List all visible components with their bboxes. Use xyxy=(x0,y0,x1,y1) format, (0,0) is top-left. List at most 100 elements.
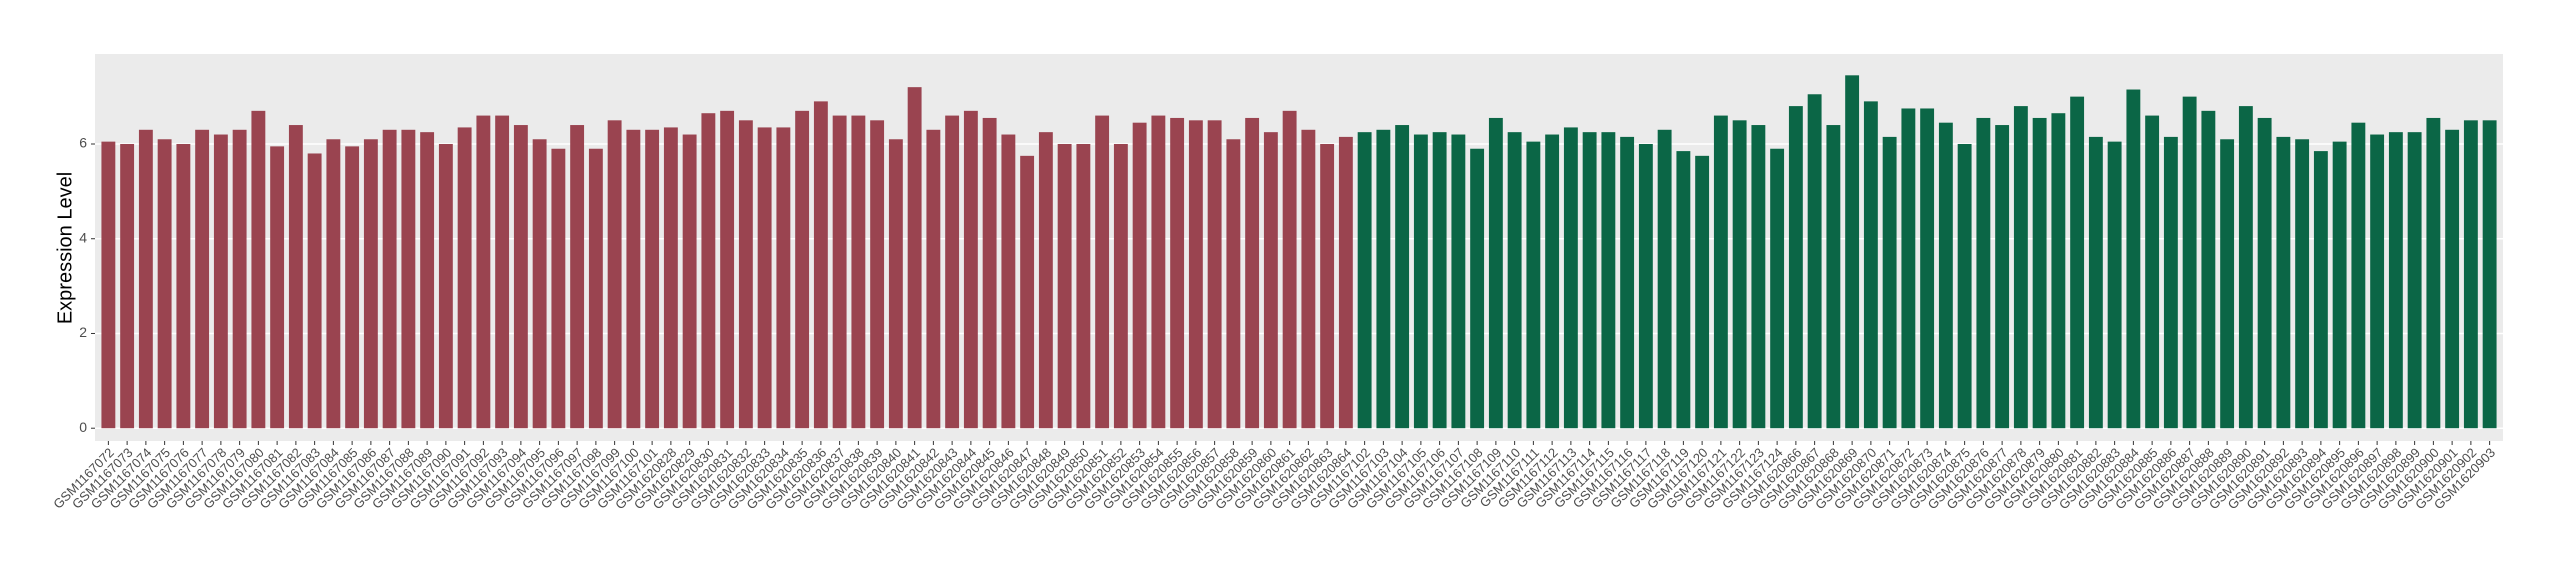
bar xyxy=(870,120,885,429)
bar xyxy=(2482,120,2497,429)
bar xyxy=(382,129,397,429)
bar xyxy=(2370,134,2385,429)
bar xyxy=(1995,125,2010,429)
bar xyxy=(476,115,491,429)
bar xyxy=(2182,96,2197,429)
bar xyxy=(438,144,453,429)
bar xyxy=(1357,132,1372,429)
bar xyxy=(2163,136,2178,429)
bar xyxy=(120,144,135,429)
bar xyxy=(720,110,735,429)
bar xyxy=(888,139,903,429)
bar xyxy=(1826,125,1841,429)
bar xyxy=(1470,148,1485,429)
bar xyxy=(588,148,603,429)
bar xyxy=(2332,141,2347,429)
bar xyxy=(2107,141,2122,429)
bar xyxy=(776,127,791,429)
bar xyxy=(2388,132,2403,429)
bar xyxy=(832,115,847,429)
bar xyxy=(532,139,547,429)
bar xyxy=(2088,136,2103,429)
bar xyxy=(1320,144,1335,429)
y-tick-label: 4 xyxy=(79,229,87,245)
bar xyxy=(1563,127,1578,429)
bar xyxy=(1057,144,1072,429)
bar xyxy=(2201,110,2216,429)
bar xyxy=(2445,129,2460,429)
bar xyxy=(1770,148,1785,429)
bar xyxy=(495,115,510,429)
bar xyxy=(326,139,341,429)
bar xyxy=(813,101,828,429)
bar xyxy=(1432,132,1447,429)
bar xyxy=(795,110,810,429)
bar xyxy=(1732,120,1747,429)
bar xyxy=(1788,106,1803,429)
bar xyxy=(1376,129,1391,429)
bar xyxy=(1338,136,1353,429)
bar xyxy=(1188,120,1203,429)
bar xyxy=(1882,136,1897,429)
bar xyxy=(307,153,322,429)
bar xyxy=(2313,151,2328,429)
bar xyxy=(2351,122,2366,429)
bar xyxy=(513,125,528,429)
bar xyxy=(645,129,660,429)
bar xyxy=(1301,129,1316,429)
bar xyxy=(1938,122,1953,429)
bar xyxy=(2407,132,2422,429)
bar xyxy=(1957,144,1972,429)
bar xyxy=(1695,155,1710,429)
bar xyxy=(2257,117,2272,429)
bar xyxy=(1713,115,1728,429)
bar xyxy=(232,129,247,429)
bar xyxy=(1863,101,1878,429)
bar xyxy=(1076,144,1091,429)
bar xyxy=(757,127,772,429)
bar xyxy=(195,129,210,429)
bar xyxy=(1151,115,1166,429)
bar xyxy=(907,87,922,429)
bar xyxy=(1001,134,1016,429)
bar xyxy=(1901,108,1916,429)
bar xyxy=(1413,134,1428,429)
bar xyxy=(2145,115,2160,429)
bar xyxy=(2295,139,2310,429)
y-tick-label: 0 xyxy=(79,419,87,435)
bar xyxy=(401,129,416,429)
bar xyxy=(1920,108,1935,429)
bar xyxy=(2013,106,2028,429)
bar xyxy=(1451,134,1466,429)
bar xyxy=(2426,117,2441,429)
plot-panel xyxy=(95,54,2503,441)
bar xyxy=(270,146,285,429)
bar xyxy=(570,125,585,429)
bar xyxy=(1638,144,1653,429)
bar xyxy=(363,139,378,429)
bar xyxy=(2276,136,2291,429)
bar xyxy=(2238,106,2253,429)
bar xyxy=(1488,117,1503,429)
bar xyxy=(626,129,641,429)
bar xyxy=(682,134,697,429)
bar xyxy=(1507,132,1522,429)
bar xyxy=(345,146,360,429)
bar xyxy=(176,144,191,429)
bar xyxy=(2463,120,2478,429)
bar xyxy=(2070,96,2085,429)
bar xyxy=(1657,129,1672,429)
bar xyxy=(1038,132,1053,429)
bar xyxy=(251,110,266,429)
bar xyxy=(1845,75,1860,429)
bar xyxy=(101,141,116,429)
bar xyxy=(551,148,566,429)
bar xyxy=(1170,117,1185,429)
bar xyxy=(1676,151,1691,429)
bar xyxy=(1020,155,1035,429)
bar xyxy=(945,115,960,429)
bar xyxy=(1601,132,1616,429)
bar xyxy=(1245,117,1260,429)
bar xyxy=(663,127,678,429)
